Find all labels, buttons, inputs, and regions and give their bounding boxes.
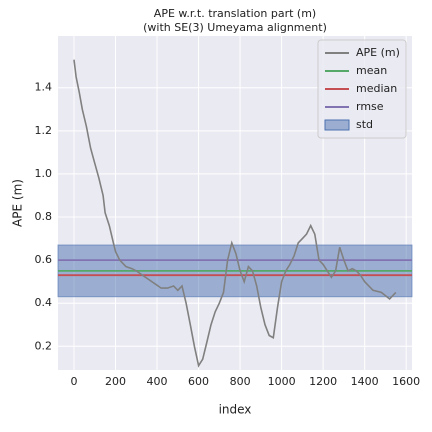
y-tick-label: 1.4 — [35, 81, 53, 94]
ape-line — [73, 59, 397, 368]
y-tick-label: 0.8 — [35, 210, 53, 223]
legend-label: APE (m) — [356, 46, 400, 59]
chart-title: APE w.r.t. translation part (m) — [154, 7, 316, 20]
x-tick-label: 1400 — [351, 375, 379, 388]
x-tick-label: 800 — [230, 375, 251, 388]
y-tick-label: 1.2 — [35, 124, 53, 137]
y-tick-label: 0.6 — [35, 253, 53, 266]
y-axis-label: APE (m) — [11, 179, 25, 227]
x-tick-label: 0 — [70, 375, 77, 388]
legend-swatch — [324, 119, 350, 131]
legend-label: mean — [356, 64, 387, 77]
x-axis-label: index — [219, 403, 252, 417]
legend-label: median — [356, 82, 397, 95]
x-tick-label: 1000 — [268, 375, 296, 388]
legend-label: std — [356, 118, 373, 131]
x-tick-label: 400 — [147, 375, 168, 388]
legend-label: rmse — [356, 100, 384, 113]
legend — [317, 39, 407, 139]
x-tick-label: 1200 — [309, 375, 337, 388]
x-tick-label: 600 — [188, 375, 209, 388]
y-tick-label: 0.2 — [35, 339, 53, 352]
x-tick-label: 200 — [105, 375, 126, 388]
x-tick-label: 1600 — [392, 375, 420, 388]
y-tick-label: 1.0 — [35, 167, 53, 180]
y-tick-label: 0.4 — [35, 296, 53, 309]
chart-subtitle: (with SE(3) Umeyama alignment) — [143, 21, 327, 34]
